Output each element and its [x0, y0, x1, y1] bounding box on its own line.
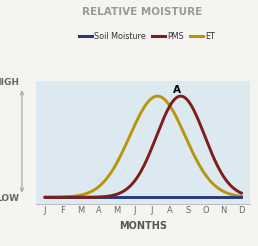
Legend: Soil Moisture, PMS, ET: Soil Moisture, PMS, ET: [76, 29, 219, 44]
Text: HIGH: HIGH: [0, 78, 19, 87]
X-axis label: MONTHS: MONTHS: [119, 221, 167, 231]
Text: RELATIVE MOISTURE: RELATIVE MOISTURE: [82, 7, 202, 17]
Text: LOW: LOW: [0, 194, 19, 202]
Text: A: A: [173, 85, 181, 95]
